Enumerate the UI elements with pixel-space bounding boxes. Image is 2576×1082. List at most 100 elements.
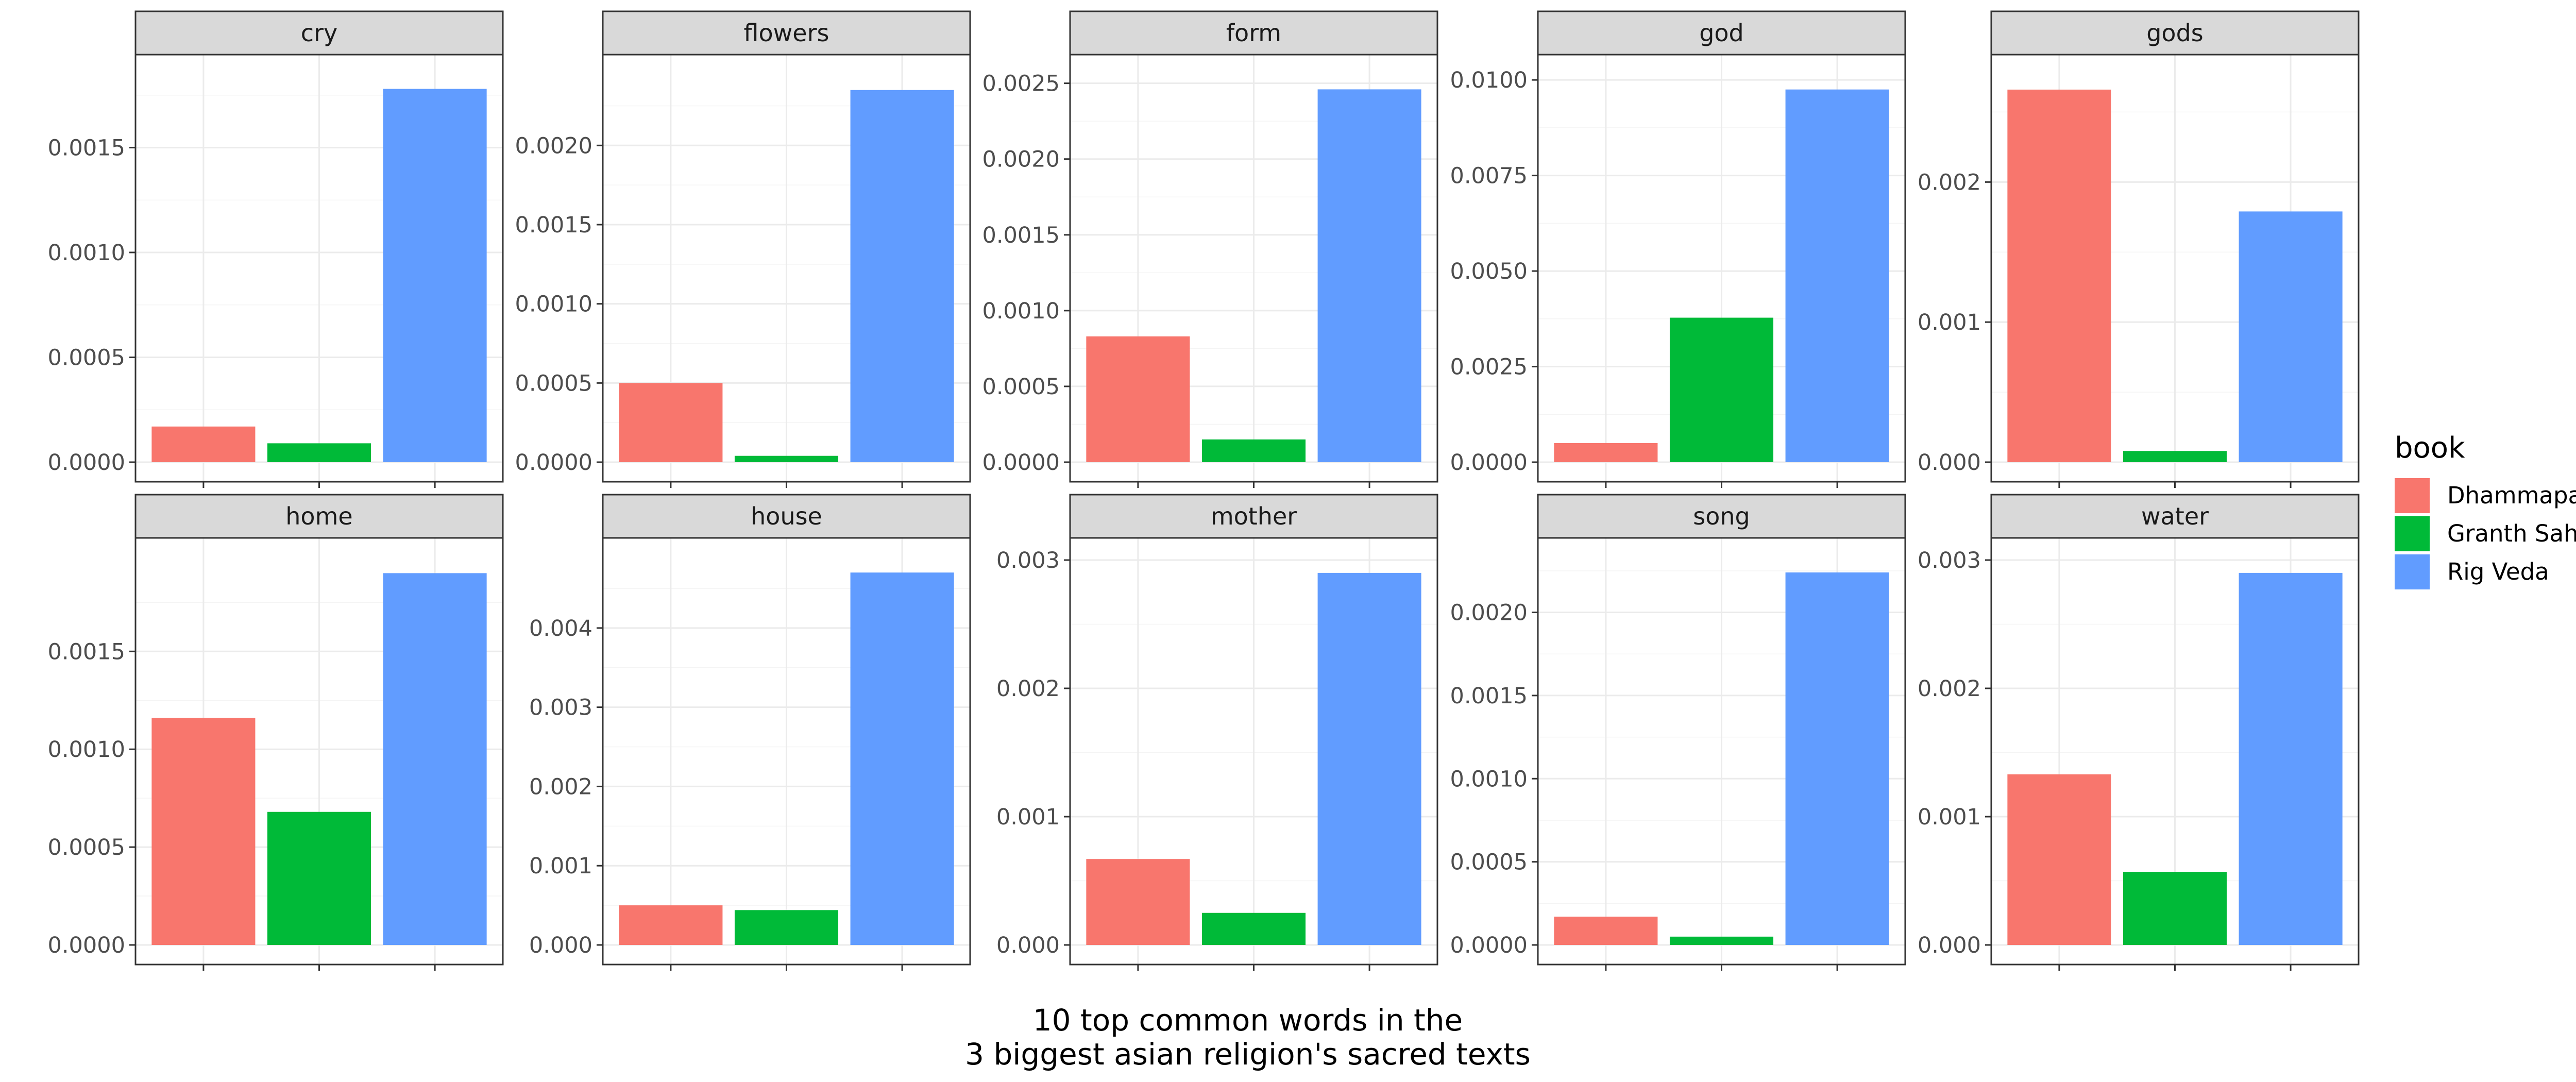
bar bbox=[2123, 872, 2227, 945]
bar bbox=[1554, 443, 1658, 462]
legend: book Dhammapada Granth Sahib Rig Veda bbox=[2395, 431, 2576, 589]
bar bbox=[383, 89, 487, 463]
facet-strip-label: form bbox=[1226, 19, 1281, 47]
y-tick-label: 0.002 bbox=[996, 676, 1060, 702]
y-tick-label: 0.0020 bbox=[1450, 600, 1528, 626]
facet-panel-song: song 0.0000 0.0005 0.0010 0.0015 0.0020 bbox=[1450, 494, 1906, 971]
y-tick-label: 0.0005 bbox=[48, 835, 125, 860]
facet-strip bbox=[1069, 494, 1438, 539]
bar bbox=[1669, 936, 1774, 945]
facet-strip-label: song bbox=[1693, 502, 1750, 530]
facet-panel-flowers: flowers 0.0000 0.0005 0.0010 0.0015 0.0020 bbox=[515, 10, 971, 488]
y-tick-label: 0.0000 bbox=[515, 450, 592, 476]
bar bbox=[2007, 89, 2111, 462]
bar bbox=[619, 905, 723, 945]
bar bbox=[2007, 774, 2111, 945]
facet-strip bbox=[1537, 10, 1906, 56]
facet-strip-label: water bbox=[2141, 502, 2209, 530]
y-tick-label: 0.0015 bbox=[515, 212, 592, 238]
y-tick-label: 0.000 bbox=[1918, 933, 1981, 958]
y-tick-label: 0.001 bbox=[1918, 804, 1981, 830]
facet-strip bbox=[1537, 494, 1906, 539]
bar bbox=[151, 426, 256, 462]
bar bbox=[151, 718, 256, 945]
y-tick-label: 0.0010 bbox=[48, 240, 125, 266]
y-tick-label: 0.0015 bbox=[982, 223, 1060, 248]
y-tick-label: 0.000 bbox=[996, 933, 1060, 958]
bar bbox=[267, 443, 371, 462]
y-tick-label: 0.0015 bbox=[48, 639, 125, 665]
y-tick-label: 0.001 bbox=[529, 853, 592, 879]
bar bbox=[619, 383, 723, 462]
y-tick-label: 0.0010 bbox=[515, 292, 592, 317]
facet-panel-gods: gods 0.000 0.001 0.002 bbox=[1918, 10, 2360, 488]
facet-strip-label: flowers bbox=[744, 19, 829, 47]
y-tick-label: 0.0015 bbox=[1450, 683, 1528, 709]
y-tick-label: 0.0010 bbox=[48, 737, 125, 763]
caption-line: 10 top common words in the bbox=[1033, 1003, 1463, 1038]
bar bbox=[1669, 317, 1774, 462]
y-tick-label: 0.0005 bbox=[48, 345, 125, 370]
y-tick-label: 0.0005 bbox=[982, 374, 1060, 400]
facet-strip-label: home bbox=[285, 502, 352, 530]
bar bbox=[2123, 451, 2227, 462]
bar bbox=[850, 572, 954, 945]
y-tick-label: 0.0015 bbox=[48, 135, 125, 161]
bar bbox=[1554, 917, 1658, 945]
facet-strip-label: cry bbox=[301, 19, 337, 47]
y-tick-label: 0.0010 bbox=[1450, 766, 1528, 792]
y-tick-label: 0.0005 bbox=[1450, 850, 1528, 875]
bar bbox=[734, 455, 839, 462]
legend-label: Granth Sahib bbox=[2447, 520, 2576, 547]
y-tick-label: 0.0000 bbox=[1450, 933, 1528, 958]
facet-strip bbox=[1069, 10, 1438, 56]
caption-line: 3 biggest asian religion's sacred texts bbox=[965, 1037, 1531, 1072]
bar bbox=[383, 573, 487, 945]
bar bbox=[2239, 572, 2343, 945]
y-tick-label: 0.0000 bbox=[48, 933, 125, 958]
bar bbox=[1086, 859, 1190, 945]
y-tick-label: 0.001 bbox=[996, 804, 1060, 830]
facet-strip bbox=[134, 10, 504, 56]
y-tick-label: 0.004 bbox=[529, 616, 592, 641]
y-tick-label: 0.0000 bbox=[1450, 450, 1528, 476]
legend-label: Dhammapada bbox=[2447, 482, 2576, 509]
y-tick-label: 0.000 bbox=[529, 933, 592, 958]
facet-panel-mother: mother 0.000 0.001 0.002 0.003 bbox=[996, 494, 1438, 971]
bar bbox=[850, 90, 954, 463]
y-tick-label: 0.003 bbox=[996, 548, 1060, 573]
legend-key bbox=[2395, 554, 2430, 589]
bar bbox=[1201, 439, 1306, 462]
y-tick-label: 0.0020 bbox=[515, 133, 592, 159]
bar bbox=[1086, 336, 1190, 462]
y-tick-label: 0.0025 bbox=[982, 71, 1060, 97]
y-tick-label: 0.0010 bbox=[982, 298, 1060, 324]
y-tick-label: 0.0100 bbox=[1450, 67, 1528, 93]
y-tick-label: 0.001 bbox=[1918, 310, 1981, 335]
bar bbox=[1785, 572, 1889, 945]
y-tick-label: 0.003 bbox=[529, 695, 592, 721]
bar bbox=[1317, 572, 1421, 945]
y-tick-label: 0.002 bbox=[529, 774, 592, 800]
bar bbox=[267, 812, 371, 945]
facet-strip bbox=[602, 10, 971, 56]
y-tick-label: 0.000 bbox=[1918, 450, 1981, 476]
facet-panel-home: home 0.0000 0.0005 0.0010 0.0015 bbox=[48, 494, 504, 971]
facet-strip bbox=[134, 494, 504, 539]
y-tick-label: 0.0075 bbox=[1450, 163, 1528, 189]
facet-panel-cry: cry 0.0000 0.0005 0.0010 0.0015 bbox=[48, 10, 504, 488]
bar bbox=[2239, 211, 2343, 462]
facet-strip bbox=[602, 494, 971, 539]
bar bbox=[1317, 89, 1421, 462]
facet-strip-label: gods bbox=[2146, 19, 2204, 47]
y-tick-label: 0.0000 bbox=[982, 450, 1060, 476]
y-tick-label: 0.002 bbox=[1918, 676, 1981, 702]
facet-strip-label: god bbox=[1699, 19, 1744, 47]
facet-panel-water: water 0.000 0.001 0.002 0.003 bbox=[1918, 494, 2360, 971]
facet-strip-label: mother bbox=[1211, 502, 1297, 530]
legend-key bbox=[2395, 516, 2430, 551]
facet-strip-label: house bbox=[751, 502, 822, 530]
facet-panel-house: house 0.000 0.001 0.002 0.003 0.004 bbox=[529, 494, 971, 971]
